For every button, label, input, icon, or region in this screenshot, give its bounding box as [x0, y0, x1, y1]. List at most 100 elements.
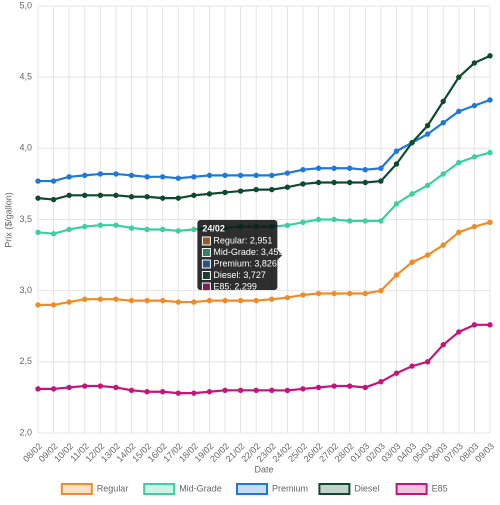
data-point — [50, 196, 57, 203]
data-point — [440, 120, 446, 126]
data-point — [315, 216, 322, 223]
data-point — [440, 342, 446, 348]
data-point — [237, 297, 244, 304]
data-point — [191, 390, 197, 396]
data-point — [82, 383, 88, 389]
series-line — [38, 323, 490, 395]
y-tick-label: 2,5 — [19, 356, 32, 366]
data-point — [128, 225, 135, 231]
legend-swatch — [318, 483, 351, 495]
series-line — [38, 98, 491, 183]
data-point — [144, 194, 150, 200]
data-point — [393, 201, 400, 207]
data-point — [269, 387, 275, 393]
data-point — [331, 216, 337, 223]
data-point — [82, 296, 88, 302]
tooltip-item: Mid-Grade: 3,459 — [213, 247, 283, 257]
data-point — [409, 191, 415, 197]
data-point — [347, 165, 353, 171]
data-point — [331, 165, 337, 171]
data-point — [128, 297, 135, 304]
data-point — [82, 192, 88, 199]
tooltip-item: Premium: 3,826 — [213, 258, 277, 268]
data-point — [159, 297, 166, 304]
data-point — [175, 390, 181, 396]
data-point — [97, 171, 104, 177]
data-point — [191, 192, 197, 199]
data-point — [393, 370, 400, 376]
legend-label: Mid-Grade — [179, 483, 222, 493]
legend-swatch — [236, 483, 268, 495]
legend-swatch — [395, 483, 428, 495]
data-point — [206, 172, 213, 179]
tooltip: 24/02 Regular: 2,951 Mid-Grade: 3,459Premi… — [197, 220, 283, 292]
data-point — [300, 181, 306, 187]
data-point — [300, 219, 306, 226]
data-point — [362, 166, 369, 173]
data-point — [331, 290, 337, 297]
data-point — [409, 259, 415, 265]
data-point — [362, 384, 369, 391]
data-point — [222, 172, 228, 179]
data-point — [35, 195, 41, 201]
data-point — [191, 174, 197, 180]
data-point — [159, 174, 166, 180]
tooltip-box — [197, 220, 278, 290]
data-point — [440, 98, 446, 105]
data-point — [487, 322, 493, 328]
legend-swatch — [143, 483, 176, 495]
data-point — [222, 189, 228, 196]
data-point — [50, 231, 57, 237]
data-point — [487, 149, 493, 156]
data-point — [191, 226, 197, 233]
data-point — [331, 383, 337, 389]
data-point — [471, 102, 478, 109]
data-point — [347, 290, 353, 297]
data-point — [128, 387, 135, 393]
data-point — [269, 186, 275, 193]
data-point — [393, 161, 400, 167]
data-point — [144, 297, 150, 304]
data-point — [440, 242, 446, 248]
data-point — [97, 222, 104, 228]
data-point — [253, 297, 259, 304]
data-point — [128, 172, 135, 179]
data-point — [315, 384, 322, 391]
y-tick-label: 5,0 — [19, 0, 32, 10]
data-point — [144, 226, 150, 233]
data-point — [159, 389, 166, 395]
data-point — [378, 165, 384, 171]
data-point — [269, 296, 275, 302]
data-point — [456, 329, 462, 335]
data-point — [378, 178, 384, 184]
data-point — [409, 139, 415, 146]
data-point — [128, 194, 135, 200]
data-point — [284, 170, 291, 176]
data-point — [393, 148, 400, 154]
data-point — [113, 192, 119, 199]
data-point — [378, 379, 384, 385]
data-point — [206, 191, 213, 197]
data-point — [97, 192, 104, 199]
data-point — [113, 171, 119, 177]
tooltip-item: E85: 2,299 — [213, 281, 257, 291]
y-tick-label: 2,0 — [19, 427, 32, 437]
tooltip-caret — [277, 250, 283, 260]
legend-label: Diesel — [354, 483, 379, 493]
data-point — [347, 179, 353, 186]
data-point — [471, 223, 478, 230]
tooltip-swatch — [201, 259, 211, 269]
data-point — [222, 297, 228, 304]
data-point — [362, 290, 369, 297]
data-point — [50, 386, 57, 392]
data-point — [424, 182, 431, 189]
data-point — [424, 122, 431, 129]
data-point — [253, 172, 259, 179]
data-point — [315, 290, 322, 297]
data-point — [471, 60, 478, 66]
data-point — [440, 171, 446, 177]
data-point — [331, 179, 337, 186]
data-point — [487, 97, 493, 103]
data-point — [175, 195, 181, 201]
